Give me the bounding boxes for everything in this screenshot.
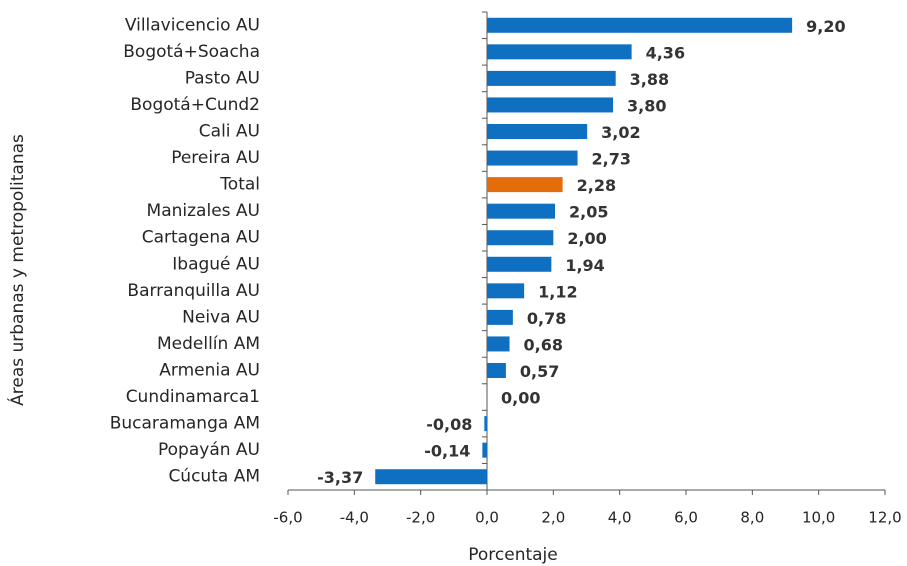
value-label: 2,00 [567, 229, 606, 248]
bar [487, 363, 506, 378]
value-label: 1,12 [538, 282, 577, 301]
bar [487, 203, 555, 219]
y-tick-label: Bucaramanga AM [110, 414, 260, 434]
bar [487, 177, 563, 193]
value-label: 2,05 [569, 203, 608, 222]
bar [487, 44, 632, 60]
y-tick-label: Cúcuta AM [168, 467, 260, 487]
y-tick-label: Medellín AM [157, 334, 260, 354]
y-tick-label: Pasto AU [185, 68, 260, 88]
value-label: 0,68 [524, 335, 563, 354]
bar [487, 150, 578, 166]
y-tick-label: Villavicencio AU [125, 15, 260, 35]
x-tick-label: 6,0 [674, 509, 698, 527]
value-label: 3,88 [630, 70, 669, 89]
y-tick-label: Total [219, 175, 260, 195]
value-label: 3,80 [627, 96, 666, 115]
x-tick-label: 2,0 [541, 509, 565, 527]
bar [487, 124, 588, 139]
y-tick-label: Bogotá+Soacha [123, 42, 260, 62]
y-tick-label: Armenia AU [159, 361, 260, 381]
y-tick-label: Ibagué AU [172, 254, 260, 274]
x-tick-label: 0,0 [475, 509, 499, 527]
x-tick-label: -6,0 [273, 509, 302, 527]
value-label: 0,57 [520, 362, 559, 381]
y-tick-label: Neiva AU [182, 307, 260, 327]
bar [487, 97, 614, 113]
bar [482, 442, 487, 458]
bar [484, 416, 487, 432]
y-axis-label: Áreas urbanas y metropolitanas [6, 134, 28, 406]
bar [487, 17, 793, 33]
value-label: 9,20 [806, 17, 845, 36]
value-label: -0,08 [426, 415, 472, 434]
x-tick-label: 12,0 [868, 509, 901, 527]
y-tick-label: Cali AU [199, 122, 260, 142]
x-tick-label: 4,0 [608, 509, 632, 527]
y-tick-label: Barranquilla AU [127, 281, 260, 301]
y-tick-label: Cundinamarca1 [126, 387, 260, 407]
x-tick-label: -2,0 [406, 509, 435, 527]
x-tick-label: -4,0 [340, 509, 369, 527]
bar [487, 336, 510, 352]
value-label: 0,78 [527, 309, 566, 328]
bar [487, 70, 616, 86]
value-label: -3,37 [317, 468, 363, 487]
x-tick-label: 10,0 [802, 509, 835, 527]
y-tick-label: Pereira AU [171, 148, 260, 168]
y-tick-label: Popayán AU [158, 440, 260, 460]
x-tick-label: 8,0 [740, 509, 764, 527]
bar [487, 309, 513, 325]
value-label: 4,36 [646, 43, 685, 62]
y-tick-label: Bogotá+Cund2 [130, 95, 260, 115]
y-tick-label: Cartagena AU [142, 228, 260, 248]
value-label: -0,14 [424, 442, 470, 461]
x-axis-label: Porcentaje [468, 545, 558, 565]
bar [487, 283, 525, 299]
value-label: 0,00 [501, 389, 540, 408]
value-label: 1,94 [565, 256, 604, 275]
bar [487, 256, 552, 272]
bar [375, 469, 487, 485]
bar [487, 230, 554, 246]
value-label: 2,28 [577, 176, 616, 195]
value-label: 2,73 [592, 150, 631, 169]
value-label: 3,02 [601, 123, 640, 142]
y-tick-label: Manizales AU [147, 201, 260, 221]
